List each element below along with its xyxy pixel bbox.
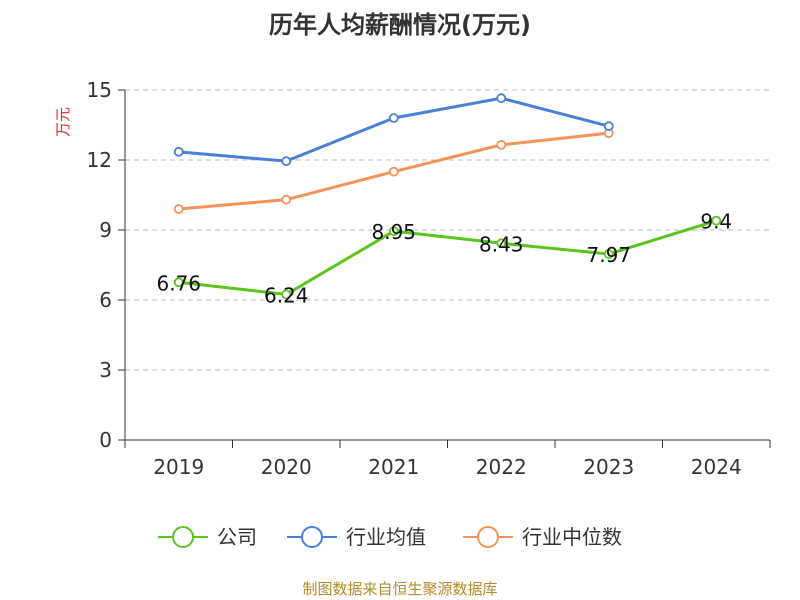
legend-item-1[interactable]: 行业均值 xyxy=(287,525,426,549)
series-line-0 xyxy=(178,219,717,296)
data-label: 8.43 xyxy=(479,232,524,256)
x-tick-label: 2019 xyxy=(153,455,204,479)
grid-lines xyxy=(125,89,770,371)
y-tick-label: 15 xyxy=(87,78,112,102)
series-point-1 xyxy=(388,113,399,123)
data-label: 9.4 xyxy=(700,210,732,234)
x-tick-label: 2022 xyxy=(476,455,527,479)
x-tick-label: 2024 xyxy=(691,455,742,479)
data-label: 7.97 xyxy=(586,243,631,267)
y-tick-label: 9 xyxy=(99,218,112,242)
series-lines xyxy=(173,93,722,300)
legend-marker xyxy=(301,526,323,548)
chart-title: 历年人均薪酬情况(万元) xyxy=(269,11,531,39)
series-point-1 xyxy=(173,146,184,157)
series-point-0 xyxy=(388,226,399,237)
source-footer: 制图数据来自恒生聚源数据库 xyxy=(302,580,497,598)
legend-label: 行业均值 xyxy=(346,525,426,549)
legend-marker xyxy=(172,526,194,548)
y-tick-label: 0 xyxy=(99,428,112,452)
legend-item-2[interactable]: 行业中位数 xyxy=(463,525,622,549)
legend-marker xyxy=(477,526,499,548)
x-tick-label: 2023 xyxy=(583,455,634,479)
x-tick-label: 2021 xyxy=(368,455,419,479)
series-line-1 xyxy=(178,96,610,163)
series-point-0 xyxy=(281,289,292,300)
series-point-2 xyxy=(173,204,184,214)
legend-item-0[interactable]: 公司 xyxy=(158,525,257,549)
series-point-1 xyxy=(603,121,614,132)
series-point-1 xyxy=(496,93,507,104)
data-labels: 6.76 6.24 8.95 8.43 7.97 9.4 xyxy=(156,210,732,308)
series-point-0 xyxy=(711,215,722,226)
series-point-0 xyxy=(603,249,614,259)
series-point-1 xyxy=(281,156,292,167)
data-label: 8.95 xyxy=(371,220,416,244)
series-point-2 xyxy=(388,166,399,177)
x-tick-label: 2020 xyxy=(261,455,312,479)
series-point-0 xyxy=(173,277,184,288)
y-tick-label: 12 xyxy=(87,148,112,172)
series-point-2 xyxy=(281,194,292,205)
y-axis-label: 万元 xyxy=(54,107,72,137)
legend-label: 公司 xyxy=(217,525,257,549)
legend: 公司 行业均值 行业中位数 xyxy=(158,525,622,549)
data-label: 6.76 xyxy=(156,271,201,295)
series-point-2 xyxy=(496,139,507,150)
axes: 0 3 6 9 12 15 2019 2020 2021 2022 2023 2024 xyxy=(87,78,771,479)
legend-label: 行业中位数 xyxy=(522,525,622,549)
series-point-0 xyxy=(496,238,507,249)
y-tick-label: 6 xyxy=(99,288,112,312)
data-label: 6.24 xyxy=(264,283,309,307)
y-tick-label: 3 xyxy=(99,358,112,382)
